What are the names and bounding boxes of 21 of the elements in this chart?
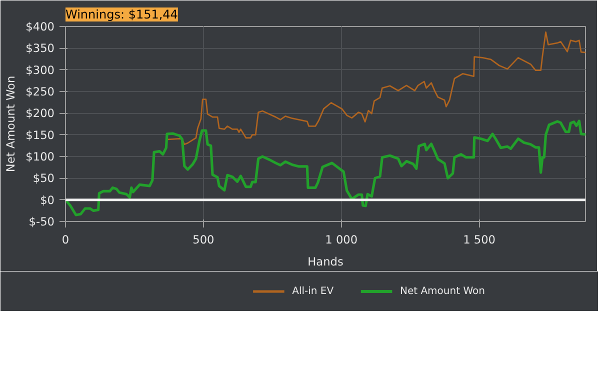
line-series xyxy=(66,120,586,216)
chart-title: Winnings: $151,44 xyxy=(66,8,178,22)
legend-label: All-in EV xyxy=(292,286,334,297)
x-tick-label: 1 500 xyxy=(463,232,496,246)
y-tick-label: $150 xyxy=(26,128,55,142)
y-tick-label: $0 xyxy=(40,192,55,207)
line-series xyxy=(165,31,586,146)
y-tick-label: $50 xyxy=(32,171,55,186)
y-tick-label: $400 xyxy=(26,20,55,34)
y-axis-title: Net Amount Won xyxy=(4,76,18,172)
x-tick-label: 1 000 xyxy=(325,232,358,246)
y-tick-label: $100 xyxy=(26,150,55,164)
y-tick-label: $250 xyxy=(26,84,55,98)
y-tick-label: $350 xyxy=(26,41,55,56)
x-axis-title: Hands xyxy=(308,254,344,268)
x-tick-label: 500 xyxy=(192,232,214,246)
y-tick-label: $300 xyxy=(26,62,55,77)
legend-label: Net Amount Won xyxy=(400,286,485,297)
x-tick-label: 0 xyxy=(62,232,70,246)
y-tick-label: $200 xyxy=(26,106,55,120)
y-tick-label: $-50 xyxy=(28,214,55,228)
